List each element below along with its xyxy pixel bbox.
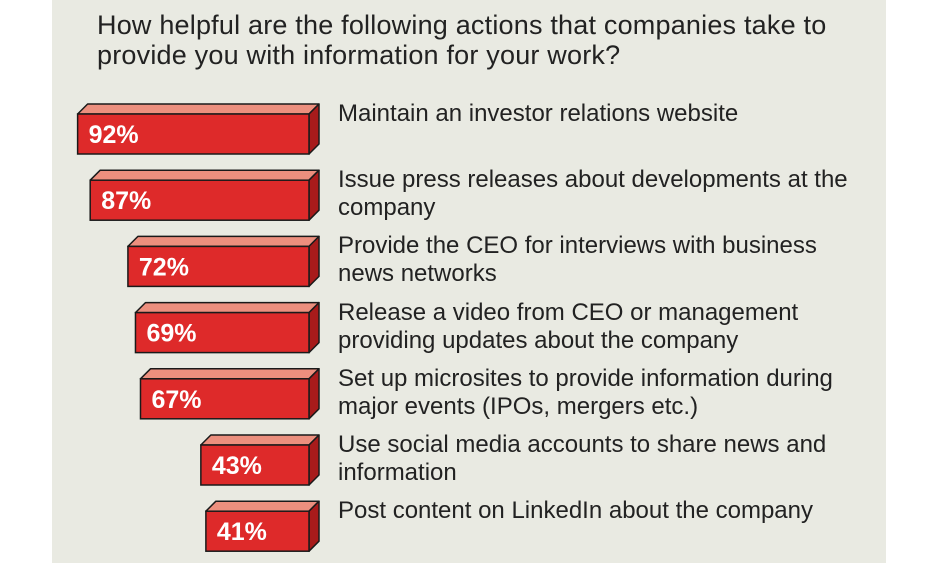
chart-title: How helpful are the following actions th… (97, 10, 827, 70)
bar-side-face (308, 500, 320, 552)
bar-value-label: 72% (139, 253, 189, 281)
bar (205, 510, 310, 552)
bar-top-face (134, 301, 320, 314)
bar-top-face (200, 434, 320, 446)
bar-side-face (308, 301, 320, 354)
bar-side-face (308, 368, 320, 420)
category-label: Issue press releases about developments … (338, 166, 848, 222)
bar-side-face (308, 235, 320, 288)
bar-value-label: 67% (151, 386, 201, 414)
bar-value-label: 69% (146, 320, 196, 348)
bar-value-label: 92% (89, 121, 139, 149)
category-label: Provide the CEO for interviews with busi… (338, 232, 817, 288)
bar-group: 69% (134, 301, 320, 354)
bar-group: 67% (139, 368, 320, 420)
category-label: Post content on LinkedIn about the compa… (338, 497, 813, 525)
bar (76, 113, 310, 155)
bar-value-label: 43% (212, 452, 262, 480)
bar-side-face (308, 103, 320, 155)
category-label: Maintain an investor relations website (338, 100, 739, 127)
bar-group: 87% (89, 169, 320, 221)
bar-top-face (76, 103, 320, 115)
category-label: Use social media accounts to share news … (338, 431, 827, 486)
bar-top-face (127, 235, 320, 248)
category-label: Set up microsites to provide information… (338, 364, 833, 420)
bar-top-face (205, 500, 320, 512)
bar-side-face (308, 434, 320, 486)
bar-group: 41% (205, 500, 320, 552)
bar (200, 444, 310, 486)
bar-group: 43% (200, 434, 320, 486)
bar-group: 92% (76, 103, 320, 155)
bar (134, 311, 310, 354)
category-label: Release a video from CEO or management p… (338, 298, 799, 354)
bar-side-face (308, 169, 320, 221)
bar-top-face (89, 169, 320, 181)
bar (89, 179, 310, 221)
bar-value-label: 41% (217, 518, 267, 546)
bar (139, 378, 310, 420)
bar-group: 72% (127, 235, 320, 288)
bar (127, 245, 310, 288)
bar-top-face (139, 368, 320, 380)
bar-value-label: 87% (101, 187, 151, 215)
